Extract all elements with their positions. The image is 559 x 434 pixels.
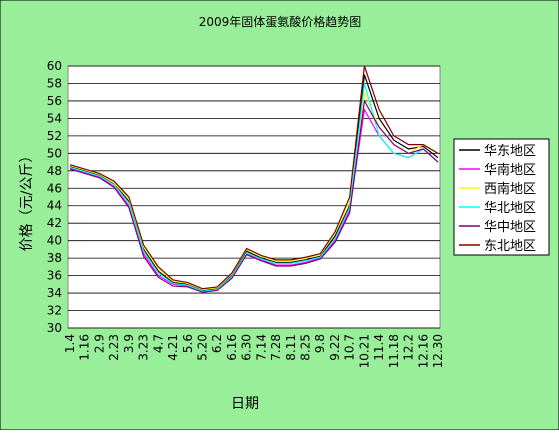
x-tick-label: 6.16 [225,334,239,361]
x-tick-label: 8.25 [299,334,313,361]
x-tick-label: 1.16 [78,334,92,361]
x-tick-label: 2.9 [92,334,106,353]
x-tick-label: 6.2 [210,334,224,353]
y-tick-label: 56 [47,94,62,108]
y-tick-label: 54 [47,111,62,125]
x-tick-label: 12.16 [416,334,430,368]
x-tick-label: 9.8 [313,334,327,353]
series-line [69,83,439,292]
x-tick-label: 10.21 [357,334,371,368]
y-tick-label: 38 [47,251,62,265]
x-tick-label: 7.14 [254,334,268,361]
x-axis-label: 日期 [231,396,259,412]
x-tick-label: 1.4 [63,334,77,353]
x-tick-label: 7.28 [269,334,283,361]
chart-title: 2009年固体蛋氨酸价格趋势图 [199,14,362,29]
x-tick-label: 6.30 [240,334,254,361]
plot-area [67,65,441,329]
y-tick-label: 46 [47,181,62,195]
x-tick-label: 8.11 [284,334,298,361]
x-tick-label: 5.20 [195,334,209,361]
x-tick-label: 2.23 [107,334,121,361]
y-tick-label: 44 [47,199,62,213]
x-tick-label: 5.6 [181,334,195,353]
x-tick-label: 12.30 [431,334,445,368]
x-tick-label: 11.4 [372,334,386,361]
y-tick-label: 40 [47,234,62,248]
y-tick-label: 58 [47,76,62,90]
x-tick-label: 4.21 [166,334,180,361]
x-tick-label: 11.18 [387,334,401,368]
y-tick-label: 34 [47,286,62,300]
series-line [69,99,439,293]
y-tick-label: 42 [47,216,62,230]
y-tick-label: 52 [47,129,62,143]
legend-label: 华中地区 [484,220,536,235]
y-tick-label: 50 [47,146,62,160]
legend-label: 华北地区 [484,201,536,216]
legend-label: 华南地区 [484,162,536,178]
y-tick-label: 48 [47,164,62,178]
legend-label: 东北地区 [484,239,536,254]
y-tick-label: 36 [47,269,62,283]
x-tick-label: 3.23 [137,334,151,361]
x-tick-label: 3.9 [122,334,136,353]
x-tick-label: 4.7 [151,334,165,353]
legend [453,138,550,256]
x-tick-label: 12.2 [402,334,416,361]
x-tick-label: 9.22 [328,334,342,361]
y-tick-label: 60 [47,59,62,73]
y-tick-label: 32 [47,304,62,318]
legend-label: 西南地区 [484,181,536,197]
y-axis-label: 价格（元/公斤） [19,149,35,252]
series-line [69,65,439,290]
y-tick-label: 30 [47,321,62,335]
x-tick-label: 10.7 [343,334,357,361]
legend-label: 华东地区 [484,144,536,159]
